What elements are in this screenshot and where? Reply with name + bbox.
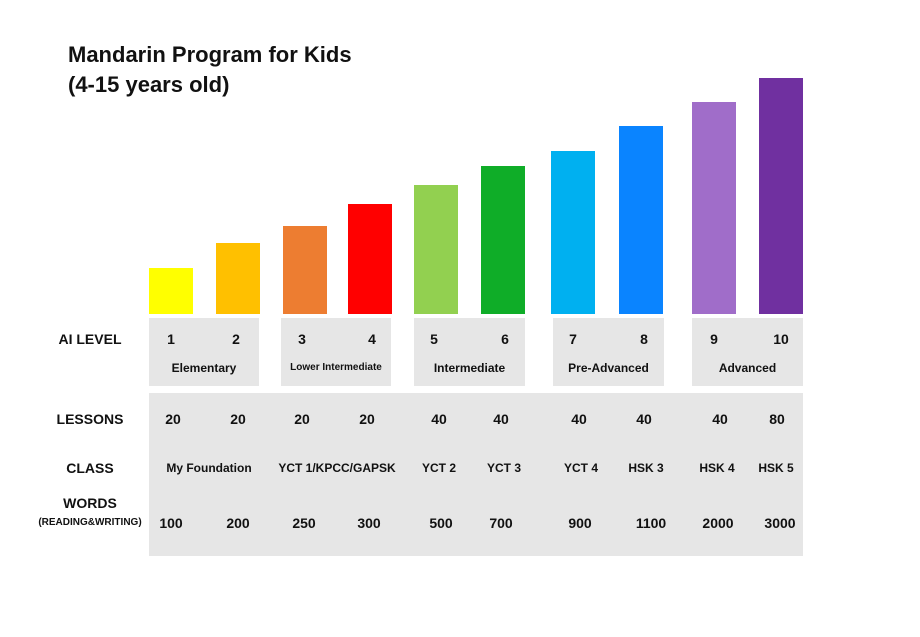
level-number: 4 [368, 331, 376, 347]
level-number: 1 [167, 331, 175, 347]
bar-level-7 [551, 151, 595, 314]
row-label-words-sub: (READING&WRITING) [38, 517, 142, 528]
title-line-1: Mandarin Program for Kids [68, 42, 352, 67]
group-label-intermediate: Intermediate [433, 361, 506, 375]
bar-level-10 [759, 78, 803, 314]
lessons-value: 40 [636, 411, 652, 427]
bar-level-3 [283, 226, 327, 314]
lessons-value: 40 [493, 411, 509, 427]
level-number: 8 [640, 331, 648, 347]
row-label-class: CLASS [66, 460, 114, 476]
level-number: 2 [232, 331, 240, 347]
bar-level-4 [348, 204, 392, 314]
level-number: 7 [569, 331, 577, 347]
data-table-panel [149, 393, 803, 556]
class-value: HSK 5 [758, 461, 794, 475]
class-value: YCT 4 [563, 461, 598, 475]
class-value: YCT 1/KPCC/GAPSK [278, 461, 396, 475]
group-label-pre-advanced: Pre-Advanced [568, 361, 649, 375]
bar-level-8 [619, 126, 663, 314]
bar-level-6 [481, 166, 525, 314]
words-value: 1100 [635, 515, 667, 531]
bar-level-1 [149, 268, 193, 314]
class-value: HSK 3 [628, 461, 664, 475]
words-value: 3000 [764, 515, 796, 531]
bar-level-2 [216, 243, 260, 314]
lessons-value: 40 [712, 411, 728, 427]
lessons-value: 40 [431, 411, 447, 427]
row-label-ai-level: AI LEVEL [58, 331, 122, 347]
lessons-value: 20 [165, 411, 181, 427]
bar-level-9 [692, 102, 736, 314]
group-label-elementary: Elementary [171, 361, 237, 375]
bar-chart [149, 78, 803, 314]
lessons-value: 20 [359, 411, 375, 427]
group-panel-advanced [692, 318, 803, 386]
group-label-lower-intermediate: Lower Intermediate [290, 362, 382, 373]
words-value: 200 [226, 515, 250, 531]
group-panel-lower-intermediate [281, 318, 391, 386]
class-value: My Foundation [166, 461, 252, 475]
class-value: HSK 4 [699, 461, 735, 475]
level-number: 5 [430, 331, 438, 347]
group-panel-intermediate [414, 318, 525, 386]
bar-level-5 [414, 185, 458, 314]
words-value: 100 [159, 515, 183, 531]
words-value: 500 [429, 515, 453, 531]
words-value: 700 [489, 515, 513, 531]
words-value: 300 [357, 515, 381, 531]
group-panel-elementary [149, 318, 259, 386]
row-label-words: WORDS [63, 495, 117, 511]
level-number: 6 [501, 331, 509, 347]
level-number: 3 [298, 331, 306, 347]
level-number: 9 [710, 331, 718, 347]
words-value: 900 [568, 515, 592, 531]
class-value: YCT 3 [486, 461, 521, 475]
row-label-lessons: LESSONS [56, 411, 124, 427]
class-value: YCT 2 [421, 461, 456, 475]
words-value: 2000 [702, 515, 734, 531]
level-number: 10 [773, 331, 789, 347]
words-value: 250 [292, 515, 316, 531]
lessons-value: 20 [230, 411, 246, 427]
chart-title: Mandarin Program for Kids (4-15 years ol… [68, 40, 352, 100]
group-panel-pre-advanced [553, 318, 664, 386]
title-line-2: (4-15 years old) [68, 72, 230, 97]
lessons-value: 80 [769, 411, 785, 427]
lessons-value: 40 [571, 411, 587, 427]
lessons-value: 20 [294, 411, 310, 427]
group-label-advanced: Advanced [718, 361, 777, 375]
